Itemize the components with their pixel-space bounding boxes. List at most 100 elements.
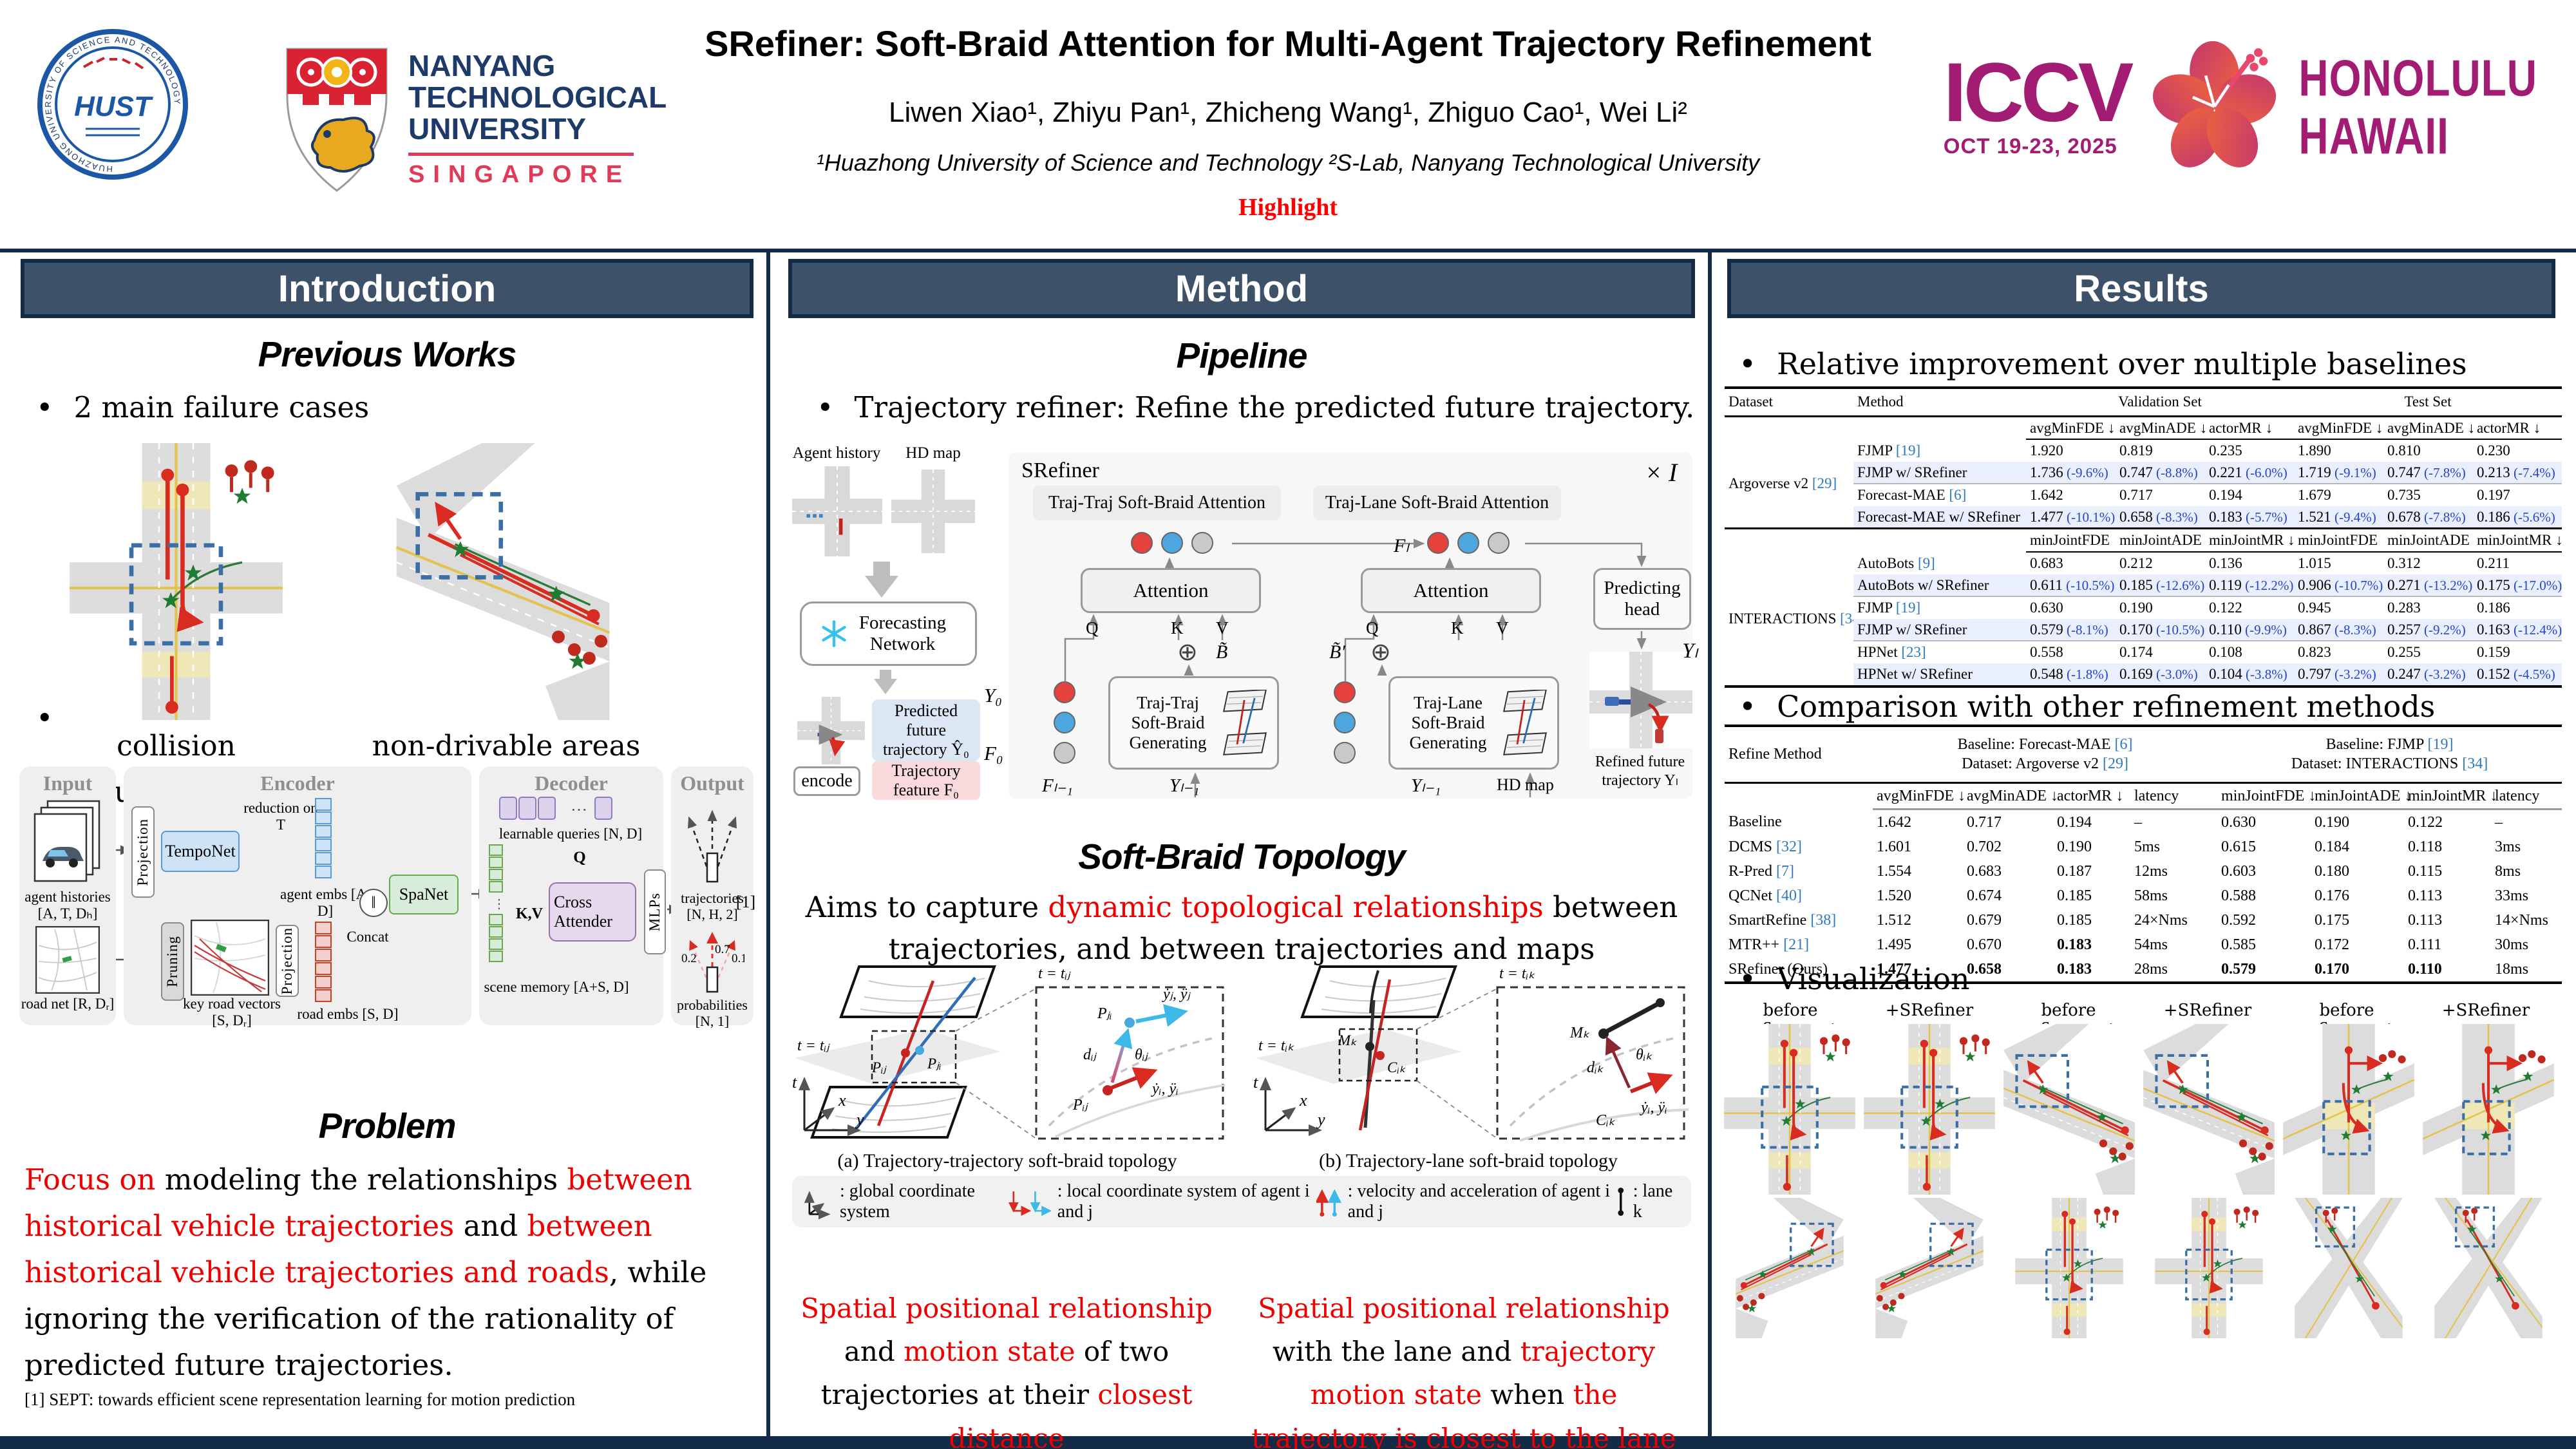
metric-cell: 0.611 (-10.5%)	[2026, 574, 2116, 597]
table-row: Baseline 1.642 0.717 0.194 – 0.630 0.190 0.122 –	[1725, 809, 2562, 835]
metric-value: 0.119	[2209, 576, 2242, 593]
poster-header: HUAZHONG UNIVERSITY OF SCIENCE AND TECHN…	[0, 0, 2576, 249]
span: road net	[21, 996, 70, 1012]
span: Baseline: Forecast-MAE	[1957, 736, 2111, 753]
metric-cell: 0.717	[1963, 809, 2053, 835]
metric-value: 8ms	[2495, 862, 2521, 880]
feature-tokens	[1131, 532, 1213, 554]
metric-cell: 0.176	[2311, 884, 2404, 908]
metric-value: 3ms	[2495, 838, 2521, 855]
road-scene-image	[2000, 1024, 2138, 1195]
method-cell: FJMP [19]	[1853, 439, 2026, 462]
text: 0.7	[715, 943, 730, 956]
metric-value: 0.113	[2408, 911, 2443, 929]
metric-cell: 0.679	[1963, 908, 2053, 933]
text-segment: with the lane and	[1272, 1336, 1520, 1368]
road-scene-image	[2280, 1198, 2418, 1338]
pipeline-diagram: Agent history HD map Forecasting Network…	[783, 444, 1700, 800]
metric-cell: 0.630	[2026, 596, 2116, 619]
metric-value: 1.554	[1877, 862, 1911, 880]
g	[804, 1191, 831, 1220]
text: x	[1299, 1091, 1307, 1110]
path	[1525, 542, 1647, 567]
rect	[315, 838, 332, 851]
down-arrow-icon	[880, 670, 891, 679]
problem-title: Problem	[318, 1106, 456, 1146]
reference: [34]	[1840, 610, 1853, 627]
metric-cell: 0.184	[2311, 835, 2404, 859]
rect	[1496, 986, 1685, 1140]
text: t	[792, 1073, 797, 1092]
metric-value: 0.906	[2298, 576, 2331, 593]
road-scene	[2420, 1024, 2557, 1195]
reference: [9]	[1914, 554, 1935, 571]
metric-value: 0.678	[2387, 508, 2421, 525]
ntu-shield-icon	[286, 48, 388, 192]
circle	[831, 630, 837, 637]
metric-cell: 1.736 (-9.6%)	[2026, 461, 2116, 484]
metric-cell: 0.945	[2294, 596, 2384, 619]
boxlbl: SpaNet	[399, 885, 449, 904]
probabilities-label: probabilities [N, 1]	[677, 997, 748, 1030]
metric-value: 0.211	[2477, 555, 2510, 572]
table-header-row: Dataset Method Validation Set Test Set	[1725, 386, 2562, 417]
metric-value: 0.186	[2477, 600, 2510, 616]
method-name: Argoverse v2	[1728, 475, 1809, 491]
circle	[2254, 48, 2263, 57]
span: : lane k	[1633, 1181, 1673, 1222]
metric-cell: 0.190	[2053, 835, 2130, 859]
circle	[1124, 1018, 1135, 1028]
polygon	[1300, 965, 1457, 1018]
road-scene-image	[2420, 1198, 2557, 1338]
key-road-label: key road vectors [S, Dᵣ]	[183, 996, 281, 1029]
use	[1875, 1198, 1984, 1338]
text-segment: between historical vehicle trajectories …	[24, 1209, 652, 1289]
rect	[489, 844, 503, 856]
metric-cell: 0.163 (-12.4%)	[2473, 618, 2562, 641]
text: ẏᵢ, ÿᵢ	[1640, 1099, 1667, 1116]
metric-cell: 0.110	[2404, 956, 2492, 984]
metric-cell: 8ms	[2491, 859, 2562, 884]
visualization-row	[1721, 1198, 2558, 1338]
agent-history-cards	[33, 800, 100, 882]
span: : velocity and acceleration of agent i a…	[1347, 1181, 1611, 1222]
visualization-bullet: Visualization	[1739, 961, 1969, 996]
circle	[2259, 57, 2268, 66]
ref: [19]	[2427, 736, 2454, 753]
column-divider	[1708, 252, 1712, 1449]
metric-value: 0.235	[2209, 442, 2242, 459]
road-scene	[2140, 1198, 2278, 1338]
metric-cell: 1.679	[2294, 483, 2384, 506]
use	[1224, 690, 1266, 755]
metric-cell: 1.920	[2026, 439, 2116, 462]
metric-delta: (-17.0%)	[2510, 577, 2562, 593]
tbody: Refine Method Baseline: Forecast-MAE [6]…	[1725, 724, 2562, 984]
reference: [23]	[1897, 644, 1926, 661]
metric-header: avgMinADE ↓	[2383, 416, 2474, 440]
metric-header: avgMinADE ↓	[2116, 416, 2205, 440]
topology-caption-b: (b) Trajectory-lane soft-braid topology	[1318, 1150, 1618, 1171]
path	[1358, 979, 1392, 1131]
metric-value: 0.585	[2221, 936, 2257, 953]
path	[809, 1202, 825, 1215]
metric-value: 0.194	[2209, 487, 2242, 504]
path	[310, 117, 375, 173]
metric-cell: 0.136	[2205, 552, 2294, 574]
text: dᵢⱼ	[1083, 1046, 1097, 1063]
metric-value: 18ms	[2495, 960, 2529, 978]
road-scene-image	[2280, 1024, 2418, 1195]
metric-delta: (-4.5%)	[2510, 667, 2555, 683]
vtxt: Projection	[135, 818, 151, 886]
metric-delta: (-5.6%)	[2510, 509, 2555, 525]
text: ⋮	[493, 897, 505, 911]
text: 0.1	[732, 952, 744, 965]
use	[397, 443, 610, 720]
down-arrow-icon	[873, 562, 890, 576]
v-label: V	[1496, 618, 1509, 638]
use	[2295, 1198, 2403, 1338]
metric-value: 0.183	[2057, 936, 2092, 953]
text: θᵢₖ	[1636, 1046, 1653, 1063]
use	[1589, 652, 1692, 748]
metric-header-row: avgMinFDE ↓ avgMinADE ↓ actorMR ↓ latency mi…	[1725, 782, 2562, 810]
oplus-icon: ⊕	[1177, 639, 1198, 666]
